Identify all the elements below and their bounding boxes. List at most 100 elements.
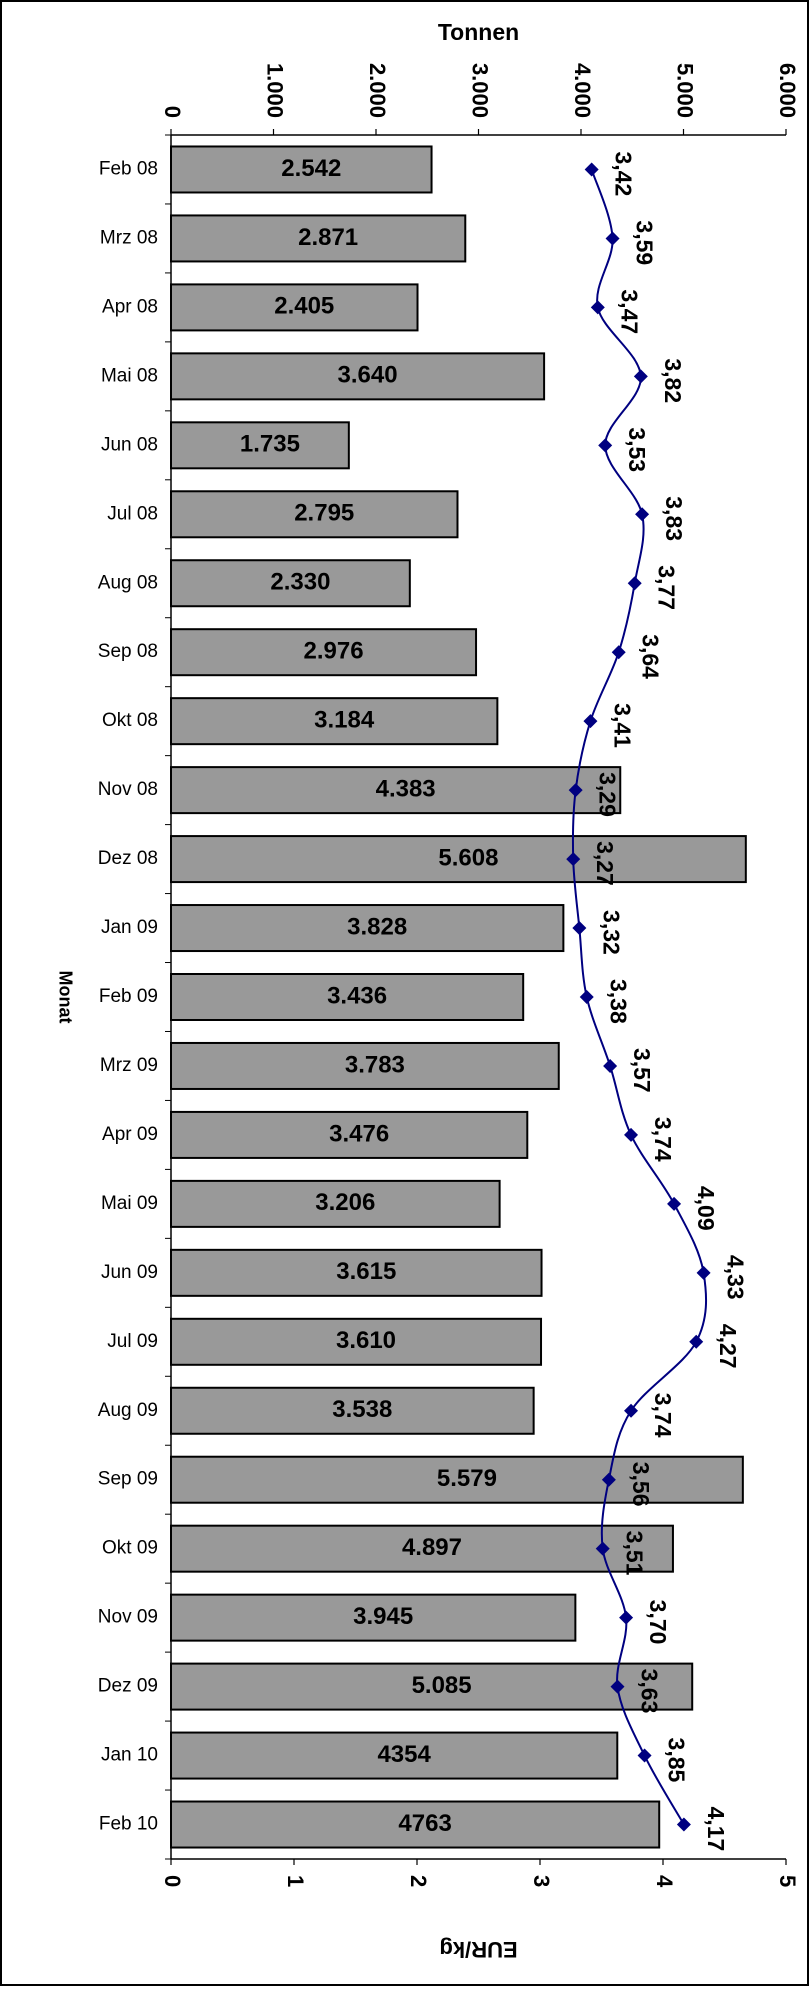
axes-layer: 0 1.000 2.000 3.000 4.000 5.000 6.000 Tonnen 0 1 2… <box>55 19 800 1962</box>
category-label: Sep 09 <box>98 1469 158 1490</box>
bar-value-label: 3.828 <box>347 913 407 940</box>
bar-value-label: 3.640 <box>338 362 398 389</box>
price-marker <box>579 990 594 1004</box>
bar <box>170 904 565 953</box>
category-label: Sep 08 <box>98 641 158 662</box>
bar <box>170 1662 694 1711</box>
price-marker <box>676 1817 691 1832</box>
price-value-label: 3,42 <box>611 151 637 196</box>
price-marker <box>635 507 650 522</box>
price-marker <box>590 300 605 315</box>
price-value-label: 4,33 <box>723 1255 749 1300</box>
category-label: Jun 08 <box>101 434 158 455</box>
price-value-label: 3,82 <box>660 358 686 403</box>
bar-value-label: 4.383 <box>376 775 436 802</box>
bottom-axis-title: EUR/kg <box>439 1937 517 1962</box>
bottom-axis-tick-label: 5 <box>775 1875 800 1887</box>
price-marker <box>583 714 598 729</box>
category-label: Jan 09 <box>101 917 158 938</box>
price-marker <box>595 1541 610 1556</box>
price-value-label: 3,57 <box>629 1048 655 1093</box>
bar <box>170 766 622 815</box>
bar-value-label: 3.538 <box>332 1396 392 1423</box>
top-axis-tick-label: 2.000 <box>365 63 390 118</box>
price-value-label: 3,51 <box>622 1531 648 1576</box>
bar <box>170 697 499 746</box>
category-label: Aug 09 <box>98 1400 158 1421</box>
bar <box>170 421 350 470</box>
price-value-label: 4,17 <box>703 1807 729 1852</box>
top-axis-tick-label: 4.000 <box>570 63 595 118</box>
price-marker <box>667 1196 682 1211</box>
price-marker <box>572 921 587 936</box>
price-value-label: 3,83 <box>661 496 687 541</box>
category-label: Mrz 08 <box>100 227 158 248</box>
price-value-label: 3,41 <box>609 703 635 748</box>
bottom-axis-tick-label: 0 <box>160 1875 185 1887</box>
price-value-label: 3,74 <box>650 1393 676 1438</box>
bars-layer <box>170 145 747 1849</box>
bar-value-label: 4763 <box>398 1810 451 1837</box>
bottom-axis-tick-label: 2 <box>406 1875 431 1887</box>
bar-value-label: 3.615 <box>336 1258 396 1285</box>
price-value-label: 3,70 <box>645 1600 671 1645</box>
price-marker <box>689 1334 704 1349</box>
price-marker <box>584 162 599 177</box>
bar-value-label: 2.330 <box>270 569 330 596</box>
top-axis-tick-label: 0 <box>160 106 185 118</box>
top-axis-tick-label: 5.000 <box>673 63 698 118</box>
price-value-label: 4,09 <box>693 1186 719 1231</box>
price-value-label: 3,85 <box>663 1738 689 1783</box>
bar-value-label: 3.945 <box>353 1603 413 1630</box>
category-label: Okt 09 <box>102 1538 158 1559</box>
bar-value-label: 2.871 <box>298 224 358 251</box>
bar <box>170 973 525 1021</box>
bar <box>170 1179 501 1228</box>
price-marker <box>598 438 613 453</box>
category-label: Jul 09 <box>107 1331 158 1352</box>
bar <box>170 628 478 677</box>
price-value-label: 3,77 <box>654 565 680 610</box>
bar <box>170 1593 577 1642</box>
price-value-label: 3,32 <box>598 910 624 955</box>
top-axis-tick-label: 6.000 <box>775 63 800 118</box>
bar-value-label: 3.610 <box>336 1327 396 1354</box>
category-label: Nov 08 <box>98 779 158 800</box>
bar-value-label: 3.206 <box>315 1189 375 1216</box>
top-axis-title: Tonnen <box>438 19 519 45</box>
bar <box>170 1041 560 1090</box>
price-marker <box>624 1403 639 1418</box>
bar-value-label: 3.184 <box>314 707 375 734</box>
price-value-label: 4,27 <box>715 1324 741 1369</box>
bar <box>170 1110 529 1159</box>
price-value-label: 3,29 <box>595 772 621 817</box>
bar-value-label: 3.476 <box>329 1120 389 1147</box>
price-value-label: 3,64 <box>638 634 664 679</box>
price-marker <box>627 576 642 591</box>
category-label: Feb 09 <box>99 986 158 1007</box>
bottom-axis-tick-label: 3 <box>529 1875 554 1887</box>
price-marker <box>566 852 581 867</box>
bar <box>170 1731 619 1780</box>
price-marker <box>601 1472 616 1487</box>
bar-value-label: 1.735 <box>240 431 300 458</box>
category-label: Mrz 09 <box>100 1055 158 1076</box>
line-layer <box>566 162 711 1832</box>
category-label: Aug 08 <box>98 572 158 593</box>
bar-value-label: 2.976 <box>303 638 363 665</box>
category-label: Mai 09 <box>101 1193 158 1214</box>
category-label: Apr 09 <box>102 1124 158 1145</box>
bar <box>170 1455 744 1504</box>
bar-value-label: 3.783 <box>345 1051 405 1078</box>
price-marker <box>624 1127 639 1142</box>
price-marker <box>603 1058 618 1073</box>
category-label: Jan 10 <box>101 1745 158 1766</box>
category-label: Feb 08 <box>99 158 158 179</box>
top-axis-tick-label: 3.000 <box>468 63 493 118</box>
category-label: Jul 08 <box>107 503 158 524</box>
price-value-label: 3,38 <box>606 979 632 1024</box>
price-value-label: 3,47 <box>617 289 643 334</box>
